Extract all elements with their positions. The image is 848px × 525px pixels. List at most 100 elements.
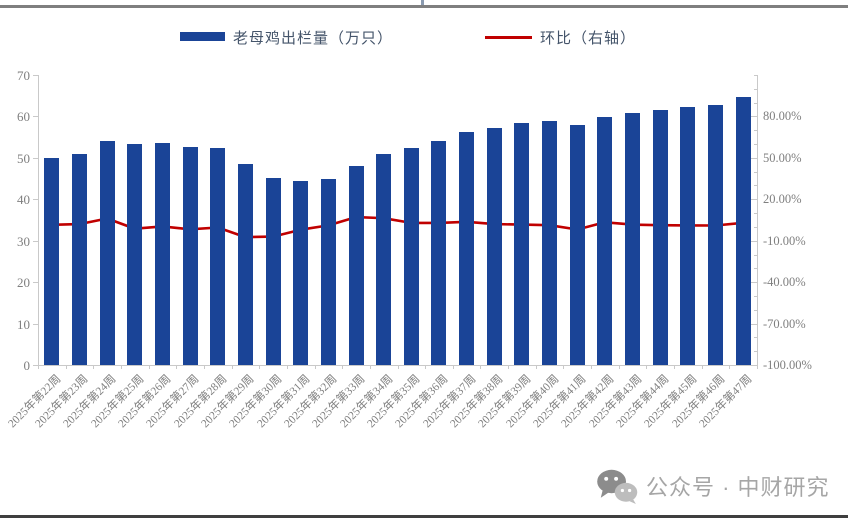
left-axis-tick-label: 20 bbox=[17, 275, 30, 291]
left-axis-tick-label: 50 bbox=[17, 150, 30, 166]
right-axis-minor-tick bbox=[754, 75, 757, 76]
right-axis-line bbox=[757, 75, 758, 365]
bar bbox=[569, 125, 585, 365]
left-axis-tick-label: 70 bbox=[17, 68, 30, 83]
bar bbox=[542, 120, 558, 365]
right-axis-minor-tick bbox=[754, 268, 757, 270]
right-axis-tick-label: -40.00% bbox=[763, 275, 806, 290]
x-axis-tick bbox=[674, 365, 676, 369]
bar bbox=[486, 127, 502, 365]
x-axis-tick bbox=[425, 365, 427, 369]
watermark-text: 公众号 · 中财研究 bbox=[646, 475, 830, 500]
bar bbox=[320, 179, 336, 365]
right-axis-tick-label: 80.00% bbox=[763, 109, 802, 124]
right-axis-minor-tick bbox=[754, 351, 757, 353]
right-axis-tick-label: -70.00% bbox=[763, 316, 806, 331]
bar bbox=[514, 123, 530, 365]
bar bbox=[708, 104, 724, 365]
bar bbox=[293, 181, 309, 365]
right-axis-tick-label: -100.00% bbox=[763, 358, 812, 372]
right-axis-minor-tick bbox=[754, 171, 757, 173]
right-axis-minor-tick bbox=[754, 144, 757, 146]
bar bbox=[625, 113, 641, 365]
x-axis-tick bbox=[397, 365, 399, 369]
right-axis-minor-tick bbox=[754, 157, 757, 159]
x-axis-tick bbox=[176, 365, 178, 369]
bar bbox=[71, 153, 87, 365]
top-border-line bbox=[0, 5, 848, 8]
right-axis-minor-tick bbox=[754, 365, 757, 366]
left-axis-tick-label: 40 bbox=[17, 192, 30, 208]
legend-bar-swatch bbox=[180, 32, 225, 41]
x-axis-tick bbox=[591, 365, 593, 369]
right-axis-minor-tick bbox=[754, 282, 757, 284]
bar bbox=[680, 107, 696, 365]
right-axis-minor-tick bbox=[754, 213, 757, 215]
right-axis-minor-tick bbox=[754, 295, 757, 297]
legend-line-label: 环比（右轴） bbox=[540, 31, 637, 47]
left-axis-tick bbox=[33, 365, 38, 366]
legend-line-swatch bbox=[485, 36, 532, 39]
wechat-icon bbox=[597, 469, 638, 504]
left-axis-tick bbox=[33, 157, 38, 159]
bar bbox=[182, 146, 198, 365]
bar bbox=[237, 163, 253, 365]
x-axis-tick bbox=[342, 365, 344, 369]
x-axis-tick bbox=[701, 365, 703, 369]
bar bbox=[99, 140, 115, 365]
left-axis-line bbox=[38, 75, 39, 365]
right-axis-tick-label: 50.00% bbox=[763, 150, 802, 165]
x-axis-tick bbox=[508, 365, 510, 369]
bar bbox=[376, 153, 392, 365]
x-axis-tick bbox=[757, 365, 758, 369]
x-axis-tick bbox=[93, 365, 95, 369]
right-axis-minor-tick bbox=[754, 185, 757, 187]
x-axis-tick bbox=[618, 365, 620, 369]
left-axis-tick-label: 30 bbox=[17, 233, 30, 249]
right-axis-tick-label: -10.00% bbox=[763, 233, 806, 248]
x-axis-tick bbox=[314, 365, 316, 369]
bar bbox=[265, 177, 281, 365]
x-axis-tick bbox=[286, 365, 288, 369]
x-axis-tick bbox=[38, 365, 39, 369]
x-axis-tick bbox=[563, 365, 565, 369]
left-axis-tick-label: 60 bbox=[17, 109, 30, 125]
x-axis-tick bbox=[729, 365, 731, 369]
right-axis-minor-tick bbox=[754, 240, 757, 242]
bar bbox=[403, 147, 419, 365]
bottom-border-line bbox=[0, 515, 848, 518]
left-axis-tick bbox=[33, 116, 38, 118]
left-axis-tick-label: 10 bbox=[17, 316, 30, 332]
watermark: 公众号 · 中财研究 bbox=[594, 468, 830, 504]
chart-legend: 老母鸡出栏量（万只） 环比（右轴） bbox=[0, 0, 848, 60]
x-axis-tick bbox=[259, 365, 261, 369]
bar bbox=[210, 147, 226, 365]
right-axis-tick-label: 20.00% bbox=[763, 192, 802, 207]
right-axis-minor-tick bbox=[754, 116, 757, 118]
bar bbox=[597, 117, 613, 365]
x-axis-tick bbox=[231, 365, 233, 369]
x-axis-tick bbox=[535, 365, 537, 369]
left-axis-tick bbox=[33, 75, 38, 76]
x-axis-tick bbox=[369, 365, 371, 369]
right-axis-minor-tick bbox=[754, 130, 757, 132]
left-axis-tick bbox=[33, 199, 38, 201]
top-notch-mark bbox=[421, 0, 424, 5]
bar bbox=[348, 166, 364, 365]
right-axis-minor-tick bbox=[754, 226, 757, 228]
x-axis-tick bbox=[148, 365, 150, 369]
bar bbox=[127, 143, 143, 365]
x-axis-tick bbox=[65, 365, 67, 369]
right-axis-minor-tick bbox=[754, 337, 757, 339]
left-axis-tick bbox=[33, 282, 38, 284]
x-axis-tick bbox=[646, 365, 648, 369]
legend-bar-label: 老母鸡出栏量（万只） bbox=[233, 31, 394, 47]
right-axis-minor-tick bbox=[754, 102, 757, 104]
x-axis-tick bbox=[203, 365, 205, 369]
bar bbox=[431, 141, 447, 365]
right-axis-minor-tick bbox=[754, 199, 757, 201]
x-axis-tick bbox=[452, 365, 454, 369]
bar bbox=[154, 142, 170, 365]
right-axis-minor-tick bbox=[754, 323, 757, 325]
